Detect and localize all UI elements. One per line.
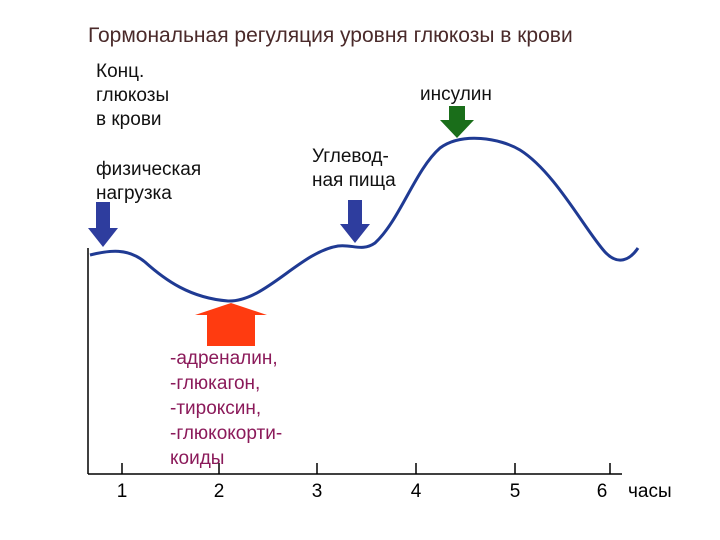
glucose-curve [89,136,640,303]
x-tick-label-6: 6 [596,481,608,502]
counter-hormones-label: -адреналин, -глюкагон, -тироксин, -глюко… [170,348,283,469]
x-tick-label-3: 3 [311,481,323,502]
exercise-arrow [88,202,118,247]
x-axis-unit-label: часы [628,481,672,502]
x-tick-label-1: 1 [116,481,128,502]
carb-food-arrow [340,200,370,243]
y-axis-label: Конц. глюкозы в крови [96,61,170,130]
hormone-arrow [195,303,267,346]
carb-food-label: Углевод- ная пища [312,146,396,191]
exercise-label: физическая нагрузка [96,159,202,204]
x-tick-label-2: 2 [213,481,225,502]
insulin-label: инсулин [420,84,492,105]
x-tick-label-5: 5 [509,481,521,502]
x-tick-label-4: 4 [410,481,422,502]
diagram-title: Гормональная регуляция уровня глюкозы в … [88,24,573,47]
insulin-arrow [440,106,474,138]
